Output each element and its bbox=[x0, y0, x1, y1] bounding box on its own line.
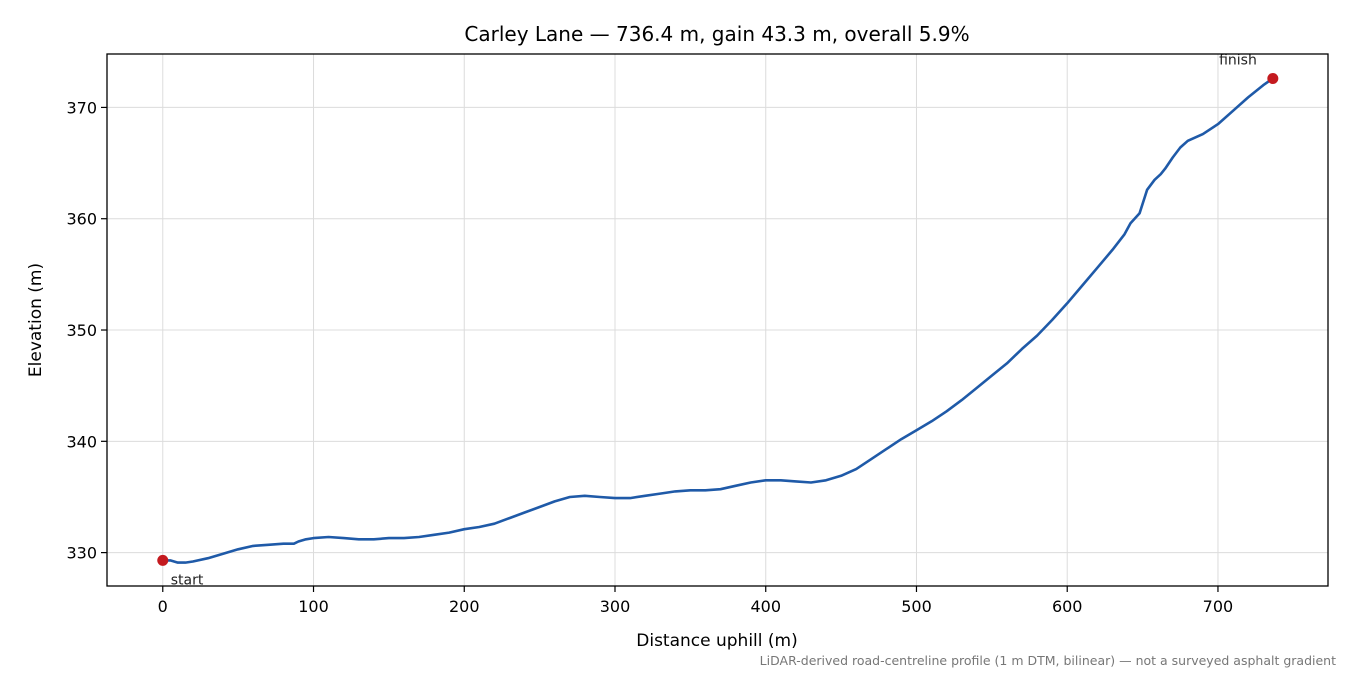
start-label: start bbox=[171, 572, 204, 588]
x-tick-label: 0 bbox=[158, 597, 168, 616]
x-tick-label: 500 bbox=[901, 597, 932, 616]
y-tick-label: 340 bbox=[66, 432, 97, 451]
x-tick-label: 100 bbox=[298, 597, 329, 616]
elevation-line bbox=[161, 77, 1275, 564]
y-tick-label: 370 bbox=[66, 98, 97, 117]
plot-frame bbox=[106, 53, 1329, 587]
x-tick-label: 700 bbox=[1203, 597, 1234, 616]
x-tick-label: 200 bbox=[449, 597, 480, 616]
finish-label: finish bbox=[1219, 52, 1257, 68]
y-tick-label: 350 bbox=[66, 321, 97, 340]
y-axis-label: Elevation (m) bbox=[26, 263, 46, 377]
x-tick-label: 600 bbox=[1052, 597, 1083, 616]
chart-title: Carley Lane — 736.4 m, gain 43.3 m, over… bbox=[464, 22, 969, 46]
start-marker bbox=[157, 554, 169, 566]
x-tick-label: 400 bbox=[750, 597, 781, 616]
x-axis-label: Distance uphill (m) bbox=[636, 631, 797, 651]
footnote: LiDAR-derived road-centreline profile (1… bbox=[760, 653, 1336, 668]
series-layer bbox=[161, 77, 1275, 564]
y-tick-label: 360 bbox=[66, 210, 97, 229]
x-tick-label: 300 bbox=[600, 597, 631, 616]
tick-layer: 0 100 200 300 400 500 600 700 330 340 350 360 370 bbox=[66, 98, 1233, 616]
y-tick-label: 330 bbox=[66, 544, 97, 563]
gridlines bbox=[107, 54, 1328, 586]
marker-layer: start finish bbox=[157, 52, 1279, 588]
finish-marker bbox=[1267, 72, 1279, 84]
